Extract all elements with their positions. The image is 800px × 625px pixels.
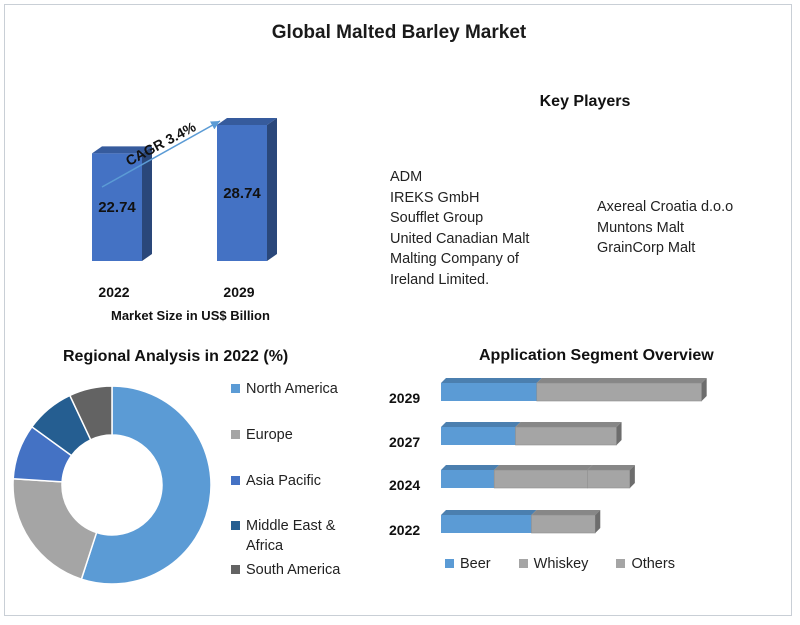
segment-bar-whiskey-2027 bbox=[515, 426, 617, 446]
segment-year-label: 2027 bbox=[389, 434, 420, 450]
segment-bar-side bbox=[595, 510, 601, 533]
player-name: United Canadian Malt bbox=[390, 230, 530, 247]
segment-bar-whiskey-2024 bbox=[493, 469, 588, 489]
segment-bar-side bbox=[701, 378, 707, 401]
page-title: Global Malted Barley Market bbox=[271, 22, 527, 43]
player-name: Axereal Croatia d.o.o bbox=[597, 199, 734, 215]
regional-legend: North America Europe Asia Pacific Middle… bbox=[231, 379, 371, 580]
cagr-arrow bbox=[101, 120, 221, 188]
legend-item-beer: Beer bbox=[445, 554, 491, 574]
infographic: Global Malted Barley Market 22.74 2022 28.… bbox=[4, 4, 792, 616]
legend-swatch bbox=[231, 430, 240, 439]
legend-label: Whiskey bbox=[533, 556, 589, 572]
segment-legend: Beer Whiskey Others bbox=[445, 554, 675, 574]
segment-bar-top bbox=[441, 510, 537, 515]
regional-analysis-heading: Regional Analysis in 2022 (%) bbox=[63, 348, 289, 365]
bar-side-2029 bbox=[267, 118, 277, 261]
legend-label: Europe bbox=[246, 427, 293, 443]
legend-item-north-america: North America bbox=[231, 379, 371, 399]
bar-category-label: 2022 bbox=[98, 284, 129, 300]
bar-2029 bbox=[217, 125, 267, 261]
segment-bar-whiskey-2022 bbox=[531, 514, 596, 534]
segment-bar-top bbox=[536, 378, 707, 383]
legend-swatch bbox=[231, 521, 240, 530]
legend-label: Others bbox=[631, 556, 675, 572]
market-size-axis-label: Market Size in US$ Billion bbox=[111, 308, 270, 323]
legend-swatch bbox=[231, 565, 240, 574]
key-players-column-1: ADM IREKS GmbH Soufflet Group United Can… bbox=[390, 167, 570, 290]
key-players-column-2: Axereal Croatia d.o.o Muntons Malt Grain… bbox=[597, 197, 777, 259]
bar-2022 bbox=[92, 153, 142, 261]
segment-bar-side bbox=[629, 465, 635, 488]
player-name: Muntons Malt bbox=[597, 219, 685, 236]
legend-label: North America bbox=[246, 381, 338, 397]
legend-swatch bbox=[616, 559, 626, 568]
cagr-annotation: CAGR 3.4% bbox=[123, 118, 199, 169]
legend-label: Asia Pacific bbox=[246, 473, 321, 489]
application-segment-heading: Application Segment Overview bbox=[479, 347, 714, 364]
legend-label: South America bbox=[246, 562, 341, 578]
segment-bar-beer-2024 bbox=[441, 470, 495, 488]
player-name: GrainCorp Malt bbox=[597, 240, 696, 256]
segment-bar-top bbox=[515, 422, 622, 427]
bar-side-2022 bbox=[142, 146, 152, 261]
legend-label: Middle East & Africa bbox=[246, 518, 336, 554]
segment-bar-beer-2022 bbox=[441, 515, 532, 533]
legend-label: Beer bbox=[460, 556, 491, 572]
bar-value-label: 22.74 bbox=[98, 199, 136, 216]
segment-bar-beer-2027 bbox=[441, 427, 516, 445]
bar-value-label: 28.74 bbox=[223, 185, 261, 202]
bar-top-2029 bbox=[217, 118, 277, 125]
legend-item-europe: Europe bbox=[231, 425, 371, 445]
segment-bar-top bbox=[441, 465, 500, 470]
player-name: IREKS GmbH bbox=[390, 189, 480, 206]
segment-bar-top bbox=[441, 422, 521, 427]
segment-bar-top bbox=[587, 465, 635, 470]
segment-year-label: 2029 bbox=[389, 390, 420, 406]
segment-bar-top bbox=[531, 510, 601, 515]
bar-category-label: 2029 bbox=[223, 284, 254, 300]
segment-bar-beer-2029 bbox=[441, 383, 537, 401]
segment-bar-whiskey-2029 bbox=[536, 382, 702, 402]
legend-item-south-america: South America bbox=[231, 560, 371, 580]
legend-item-others: Others bbox=[616, 554, 675, 574]
player-name: ADM bbox=[390, 169, 423, 185]
segment-bar-top bbox=[494, 465, 593, 470]
segment-bar-top bbox=[441, 378, 542, 383]
donut-slice-north-america bbox=[80, 385, 212, 585]
segment-year-label: 2024 bbox=[389, 477, 420, 493]
legend-item-asia-pacific: Asia Pacific bbox=[231, 471, 371, 491]
legend-swatch bbox=[445, 559, 454, 568]
bar-top-2022 bbox=[92, 146, 152, 154]
player-name: Soufflet Group bbox=[390, 210, 484, 226]
key-players-heading: Key Players bbox=[539, 93, 631, 110]
segment-year-label: 2022 bbox=[389, 522, 420, 538]
legend-item-whiskey: Whiskey bbox=[518, 554, 589, 574]
legend-swatch bbox=[518, 559, 528, 568]
player-name: Ireland Limited. bbox=[390, 271, 490, 288]
segment-bar-others-2024 bbox=[586, 469, 631, 489]
legend-swatch bbox=[231, 476, 240, 485]
legend-swatch bbox=[231, 384, 240, 393]
donut-slice-south-america bbox=[68, 385, 113, 441]
donut-slice-europe bbox=[12, 477, 98, 581]
player-name: Malting Company of bbox=[390, 251, 519, 267]
legend-item-middle-east-africa: Middle East & Africa bbox=[231, 516, 343, 556]
charts-canvas: 22.74 2022 28.74 2029 CAGR 3.4% 2029 2027 2024 2… bbox=[12, 118, 707, 585]
segment-bar-side bbox=[616, 422, 622, 445]
